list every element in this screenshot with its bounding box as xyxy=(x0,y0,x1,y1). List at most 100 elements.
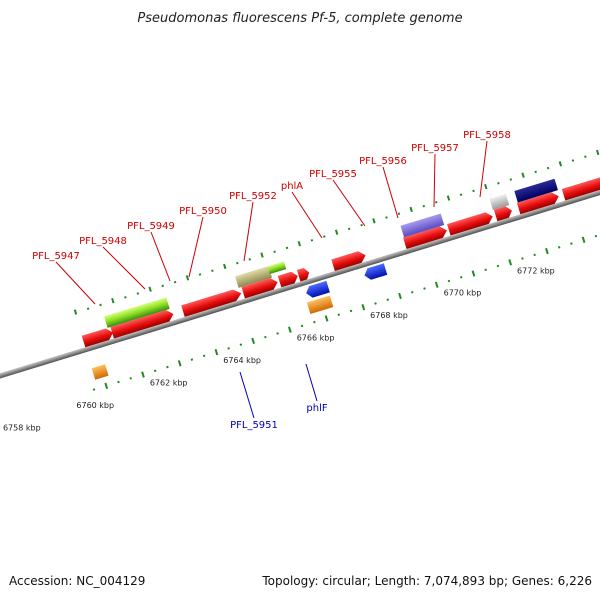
track-tick xyxy=(472,189,475,193)
gene-label[interactable]: PFL_5948 xyxy=(79,236,127,247)
gene-arrow[interactable] xyxy=(277,270,300,288)
gene-leader-line xyxy=(332,179,366,227)
track-tick xyxy=(521,172,525,178)
gene-block[interactable] xyxy=(514,178,558,203)
gene-label[interactable]: PFL_5951 xyxy=(230,420,278,431)
gene-label[interactable]: PFL_5947 xyxy=(32,251,80,262)
ruler-tick xyxy=(434,281,439,288)
gene-leader-line xyxy=(305,363,318,402)
track-tick xyxy=(198,273,202,276)
map-title: Pseudomonas fluorescens Pf-5, complete g… xyxy=(137,11,462,26)
track-tick xyxy=(323,235,326,238)
ruler-tick xyxy=(300,324,304,328)
track-tick xyxy=(372,218,376,224)
ruler-tick xyxy=(264,335,267,339)
gene-label[interactable]: PFL_5958 xyxy=(463,130,511,141)
gene-arrow[interactable] xyxy=(331,250,367,271)
ruler-labels: 6758 kbp 6760 kbp 6762 kbp 6764 kbp 6766 kbp… xyxy=(3,266,555,432)
gene-arrow[interactable] xyxy=(181,288,243,317)
ruler-tick xyxy=(239,343,243,346)
gene-arrow[interactable] xyxy=(493,205,514,222)
ruler-tick xyxy=(447,279,451,283)
gene-arrow[interactable] xyxy=(403,225,449,250)
ruler-tick xyxy=(374,302,377,305)
ruler-tick xyxy=(227,347,230,350)
accession-text: Accession: NC_004129 xyxy=(9,574,146,588)
gene-label[interactable]: PFL_5950 xyxy=(179,206,227,217)
ruler-tick xyxy=(104,382,109,389)
ruler-track xyxy=(92,234,598,391)
track-tick xyxy=(534,170,537,174)
gene-arrow[interactable] xyxy=(447,211,494,236)
ruler-tick xyxy=(214,348,219,356)
ruler-tick xyxy=(276,332,279,335)
gene-block[interactable] xyxy=(400,213,445,238)
track-tick xyxy=(136,292,140,295)
gene-arrow[interactable] xyxy=(304,280,330,299)
ruler-tick xyxy=(411,290,414,294)
track-tick xyxy=(161,284,164,288)
ruler-tick xyxy=(361,304,366,311)
ruler-tick xyxy=(349,309,353,313)
track-tick xyxy=(446,195,451,201)
track-tick xyxy=(310,239,314,242)
gene-block[interactable] xyxy=(267,261,287,275)
ruler-tick xyxy=(92,388,96,391)
gene-label[interactable]: PFL_5952 xyxy=(229,191,277,202)
track-tick xyxy=(73,309,78,315)
gene-block[interactable] xyxy=(91,364,109,380)
track-tick xyxy=(571,159,575,162)
gene-label[interactable]: PFL_5949 xyxy=(127,221,175,232)
track-tick xyxy=(185,275,190,281)
ruler-label: 6772 kbp xyxy=(517,266,555,275)
track-tick xyxy=(173,280,177,284)
gene-arrow[interactable] xyxy=(296,267,311,282)
gene-arrow[interactable] xyxy=(516,190,561,215)
track-tick xyxy=(584,155,587,158)
ruler-tick xyxy=(508,259,513,266)
track-tick xyxy=(285,246,289,250)
gene-label[interactable]: PFL_5955 xyxy=(309,169,357,180)
track-tick xyxy=(360,223,363,227)
gene-block[interactable] xyxy=(489,193,510,211)
genome-summary-text: Topology: circular; Length: 7,074,893 bp… xyxy=(262,574,592,588)
gene-arrow[interactable] xyxy=(561,174,600,201)
ruler-tick xyxy=(545,247,549,255)
gene-label[interactable]: phlA xyxy=(281,181,303,192)
ruler-tick xyxy=(117,380,120,384)
gene-label[interactable]: PFL_5956 xyxy=(359,156,407,167)
ruler-tick xyxy=(386,298,390,301)
gene-leader-line xyxy=(291,191,323,239)
gene-label[interactable]: phlF xyxy=(306,403,327,414)
track-tick xyxy=(484,183,488,190)
track-tick xyxy=(595,149,600,156)
ruler-tick xyxy=(459,276,463,279)
track-tick xyxy=(334,229,339,235)
gene-leader-line xyxy=(243,201,254,262)
gene-block[interactable] xyxy=(235,266,273,288)
gene-arrow[interactable] xyxy=(241,276,279,299)
gene-block[interactable] xyxy=(104,297,170,328)
gene-arrow[interactable] xyxy=(363,263,388,281)
ruler-tick xyxy=(423,287,426,290)
gene-label[interactable]: PFL_5957 xyxy=(411,143,459,154)
ruler-tick xyxy=(177,360,182,367)
track-tick xyxy=(211,269,214,272)
gene-block[interactable] xyxy=(306,295,334,314)
track-tick xyxy=(236,261,239,265)
track-tick xyxy=(223,263,227,270)
gene-leader-line xyxy=(188,216,204,278)
gene-leader-line xyxy=(150,231,171,282)
ruler-label: 6762 kbp xyxy=(150,379,188,388)
track-tick xyxy=(297,240,301,247)
gene-arrow[interactable] xyxy=(110,308,175,339)
gene-arrow[interactable] xyxy=(81,327,115,348)
track-tick xyxy=(422,204,426,208)
ruler-tick xyxy=(313,320,316,324)
track-tick xyxy=(385,216,388,219)
track-tick xyxy=(248,258,251,261)
track-tick xyxy=(347,227,351,231)
ruler-label: 6766 kbp xyxy=(297,334,335,343)
track-tick xyxy=(99,303,102,307)
